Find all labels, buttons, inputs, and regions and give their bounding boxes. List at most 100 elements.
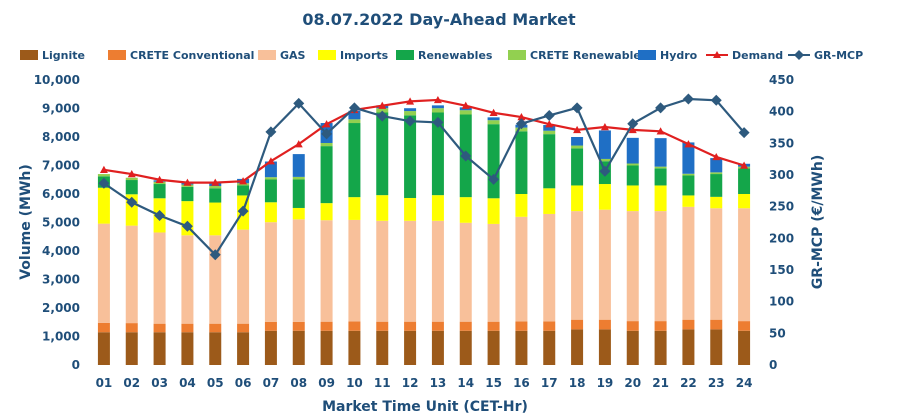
gr-mcp-marker xyxy=(460,150,472,162)
bar-imports xyxy=(598,184,611,210)
gr-mcp-marker xyxy=(154,210,166,222)
bar-crete-conventional xyxy=(348,321,361,331)
legend-marker-gr-mcp xyxy=(794,50,804,60)
bar-renewables xyxy=(348,123,361,198)
gr-mcp-marker xyxy=(543,109,555,121)
bar-lignite xyxy=(710,329,723,365)
legend-label-lignite: Lignite xyxy=(42,49,85,62)
y2-tick-label: 250 xyxy=(769,200,794,214)
demand-marker xyxy=(489,108,498,116)
demand-marker xyxy=(433,95,442,104)
y2-tick-label: 0 xyxy=(769,358,777,372)
bar-imports xyxy=(376,195,389,221)
y2-axis-title: GR-MCP (€/MWh) xyxy=(810,155,826,289)
y-axis-title: Volume (MWh) xyxy=(18,164,34,280)
bar-crete-renewables xyxy=(320,142,333,147)
legend-label-hydro: Hydro xyxy=(660,49,698,62)
x-tick-label: 20 xyxy=(624,376,641,390)
bar-crete-conventional xyxy=(404,321,417,331)
x-axis-ticks: 01 02 03 04 05 06 07 08 09 10 11 12 13 14 15 16 17 18 19 20… xyxy=(96,376,753,390)
y-tick-label: 4,000 xyxy=(42,244,80,258)
legend-swatch-gas xyxy=(258,50,276,60)
bar-crete-conventional xyxy=(125,323,138,333)
bar-renewables xyxy=(738,168,751,194)
bar-lignite xyxy=(320,330,333,365)
bar-renewables xyxy=(710,174,723,197)
bar-crete-conventional xyxy=(626,321,639,331)
bar-renewables xyxy=(209,188,222,203)
gr-mcp-marker xyxy=(738,127,750,139)
bar-lignite xyxy=(292,330,305,365)
bar-lignite xyxy=(431,330,444,365)
gr-mcp-marker xyxy=(515,118,527,130)
gr-mcp-marker xyxy=(710,94,722,106)
x-tick-label: 11 xyxy=(374,376,391,390)
bar-crete-renewables xyxy=(626,163,639,166)
bar-hydro xyxy=(264,161,277,178)
demand-marker xyxy=(712,152,721,161)
bar-lignite xyxy=(487,330,500,365)
gr-mcp-marker xyxy=(98,177,110,189)
bar-gas xyxy=(181,235,194,324)
bar-gas xyxy=(459,222,472,322)
legend-swatch-imports xyxy=(318,50,336,60)
bar-renewables xyxy=(682,175,695,196)
demand-marker xyxy=(211,178,220,186)
x-tick-label: 22 xyxy=(680,376,697,390)
bar-imports xyxy=(431,195,444,221)
bar-lignite xyxy=(598,329,611,365)
legend-swatch-renewables xyxy=(396,50,414,60)
x-tick-label: 01 xyxy=(96,376,113,390)
x-tick-label: 24 xyxy=(736,376,753,390)
bar-renewables xyxy=(153,184,166,199)
bar-lignite xyxy=(571,329,584,365)
bar-hydro xyxy=(348,110,361,120)
x-tick-label: 06 xyxy=(235,376,252,390)
bar-renewables xyxy=(431,112,444,196)
bar-renewables xyxy=(487,124,500,199)
y-tick-label: 3,000 xyxy=(42,273,80,287)
bar-gas xyxy=(571,211,584,320)
bar-crete-conventional xyxy=(487,321,500,331)
x-tick-label: 17 xyxy=(541,376,558,390)
bar-imports xyxy=(626,185,639,212)
x-tick-label: 07 xyxy=(263,376,280,390)
bar-lignite xyxy=(209,332,222,365)
bar-lignite xyxy=(181,332,194,365)
gr-mcp-marker xyxy=(404,115,416,127)
bar-renewables xyxy=(654,168,667,186)
demand-marker xyxy=(266,157,275,165)
bar-crete-conventional xyxy=(543,321,556,331)
gr-mcp-marker xyxy=(655,102,667,114)
y2-tick-label: 200 xyxy=(769,231,794,245)
bar-hydro xyxy=(431,105,444,109)
demand-marker xyxy=(740,161,749,169)
x-axis-title: Market Time Unit (CET-Hr) xyxy=(322,399,528,415)
bar-crete-renewables xyxy=(404,111,417,116)
y2-tick-label: 400 xyxy=(769,105,794,119)
demand-marker xyxy=(294,140,303,148)
bar-gas xyxy=(292,219,305,322)
bar-gas xyxy=(431,220,444,322)
y2-tick-label: 150 xyxy=(769,263,794,277)
gr-mcp-marker xyxy=(432,116,444,128)
y-tick-label: 8,000 xyxy=(42,130,80,144)
bar-crete-renewables xyxy=(431,108,444,113)
x-tick-label: 02 xyxy=(123,376,140,390)
bar-renewables xyxy=(264,179,277,203)
bar-crete-conventional xyxy=(654,321,667,331)
legend-swatch-crete-conventional xyxy=(108,50,126,60)
bar-imports xyxy=(543,188,556,214)
y2-tick-label: 450 xyxy=(769,73,794,87)
bar-gas xyxy=(487,223,500,322)
bar-crete-conventional xyxy=(738,321,751,331)
gr-mcp-marker xyxy=(599,165,611,177)
y-tick-label: 1,000 xyxy=(42,330,80,344)
x-tick-label: 16 xyxy=(513,376,530,390)
bar-crete-conventional xyxy=(515,321,528,331)
bar-lignite xyxy=(237,332,250,365)
bar-lignite xyxy=(626,330,639,365)
bar-crete-renewables xyxy=(209,186,222,189)
bar-gas xyxy=(404,220,417,322)
x-tick-label: 12 xyxy=(402,376,419,390)
